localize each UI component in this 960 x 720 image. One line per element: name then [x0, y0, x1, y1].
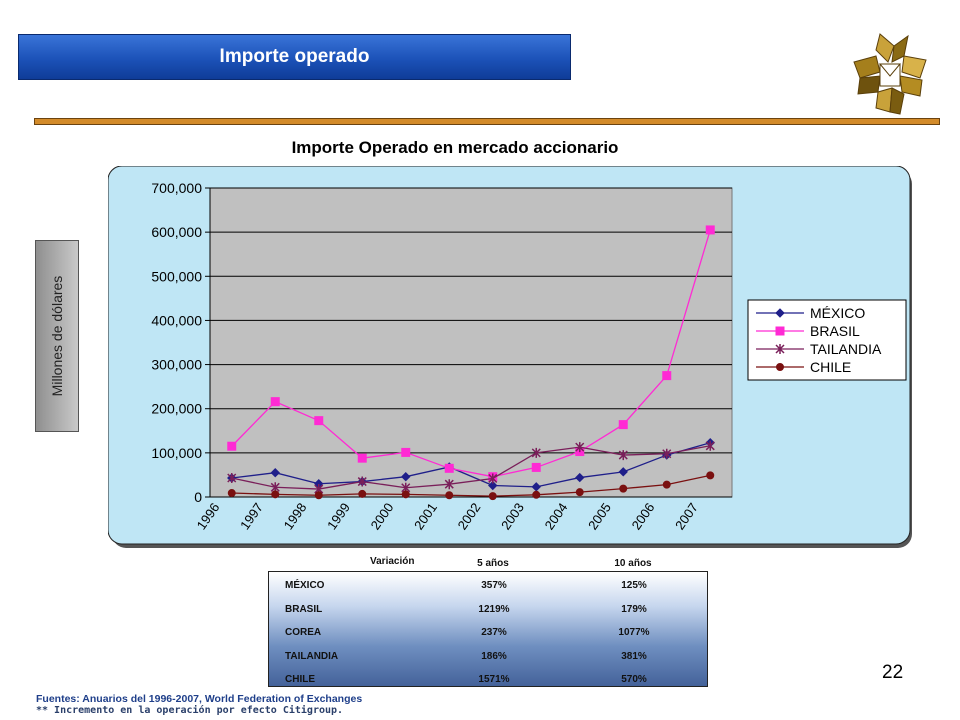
- data-point: [618, 450, 628, 461]
- row-name: TAILANDIA: [285, 651, 339, 662]
- y-tick-label: 400,000: [151, 312, 202, 328]
- row-five-year: 1571%: [478, 674, 510, 685]
- data-point: [271, 490, 280, 499]
- data-point: [357, 476, 367, 487]
- data-point: [619, 484, 628, 493]
- data-point: [488, 473, 498, 484]
- data-point: [531, 447, 541, 458]
- legend-label: CHILE: [810, 359, 851, 375]
- y-tick-label: 200,000: [151, 401, 202, 417]
- legend-label: TAILANDIA: [810, 341, 882, 357]
- y-tick-label: 500,000: [151, 268, 202, 284]
- page-number: 22: [882, 662, 904, 683]
- y-tick-label: 0: [194, 489, 202, 505]
- data-point: [444, 463, 454, 473]
- series-line: [231, 445, 711, 490]
- data-point: [705, 440, 715, 451]
- data-point: [270, 468, 280, 478]
- row-ten-year: 570%: [621, 674, 647, 685]
- row-ten-year: 381%: [621, 651, 647, 662]
- chart-title: Importe Operado en mercado accionario: [291, 138, 619, 157]
- data-point: [401, 471, 411, 482]
- row-ten-year: 1077%: [618, 627, 650, 638]
- plot-area: [209, 187, 733, 498]
- ten-year-header: 10 años: [614, 558, 652, 569]
- data-point: [227, 489, 236, 498]
- legend-marker: [775, 344, 785, 354]
- data-point: [575, 488, 584, 497]
- row-name: MÉXICO: [285, 580, 325, 591]
- data-point: [706, 471, 715, 480]
- series-line: [231, 229, 711, 478]
- row-five-year: 186%: [481, 651, 507, 662]
- legend-marker: [775, 326, 785, 336]
- row-five-year: 237%: [481, 627, 507, 638]
- footer-notes: Fuentes: Anuarios del 1996-2007, World F…: [36, 693, 363, 717]
- header-divider: [34, 118, 940, 125]
- variation-table: MÉXICO 357% 125% BRASIL 1219% 179% COREA…: [268, 571, 708, 687]
- data-point: [662, 480, 671, 489]
- y-tick-label: 600,000: [151, 224, 202, 240]
- data-point: [705, 225, 715, 235]
- row-five-year: 357%: [481, 580, 507, 591]
- data-point: [662, 448, 672, 459]
- data-point: [314, 416, 324, 426]
- data-point: [444, 479, 454, 490]
- logo-icon: [853, 33, 927, 115]
- footer-source: Fuentes: Anuarios del 1996-2007, World F…: [36, 693, 363, 705]
- data-point: [531, 462, 541, 472]
- y-tick-label: 100,000: [151, 445, 202, 461]
- table-row: BRASIL 1219% 179%: [269, 599, 707, 623]
- data-point: [445, 491, 454, 500]
- footer-note: ** Incremento en la operación por efecto…: [36, 705, 344, 716]
- five-year-header: 5 años: [477, 558, 509, 569]
- table-row: COREA 237% 1077%: [269, 622, 707, 646]
- data-point: [314, 491, 323, 500]
- legend-marker: [775, 308, 785, 318]
- data-point: [575, 472, 585, 483]
- series-line: [231, 474, 711, 497]
- y-axis-label: Millones de dólares: [49, 275, 65, 397]
- row-name: COREA: [285, 627, 322, 638]
- data-point: [358, 489, 367, 498]
- table-row: TAILANDIA 186% 381%: [269, 646, 707, 670]
- variation-header: Variación: [370, 556, 415, 567]
- data-point: [662, 371, 672, 381]
- data-point: [618, 420, 628, 430]
- data-point: [488, 480, 498, 491]
- data-point: [270, 397, 280, 407]
- y-tick-label: 300,000: [151, 357, 202, 373]
- series-line: [231, 442, 711, 488]
- row-ten-year: 179%: [621, 604, 647, 615]
- data-point: [227, 441, 237, 451]
- row-name: CHILE: [285, 674, 315, 685]
- legend-marker: [776, 363, 784, 371]
- y-tick-label: 700,000: [151, 180, 202, 196]
- data-point: [401, 447, 411, 457]
- y-axis-label-box: Millones de dólares: [35, 240, 79, 432]
- row-five-year: 1219%: [478, 604, 510, 615]
- legend-label: BRASIL: [810, 323, 860, 339]
- row-name: BRASIL: [285, 604, 323, 615]
- page-title: Importe operado: [219, 46, 370, 67]
- data-point: [227, 473, 237, 484]
- data-point: [532, 490, 541, 499]
- data-point: [575, 442, 585, 453]
- legend-label: MÉXICO: [810, 305, 865, 321]
- data-point: [357, 453, 367, 463]
- line-chart: 0 100,000 200,000 300,000 400,000 500,000 600,…: [108, 166, 912, 548]
- page-title-banner: Importe operado: [18, 34, 571, 80]
- table-row: CHILE 1571% 570%: [269, 669, 707, 693]
- table-row: MÉXICO 357% 125%: [269, 575, 707, 599]
- data-point: [401, 490, 410, 499]
- row-ten-year: 125%: [621, 580, 647, 591]
- data-point: [618, 467, 628, 477]
- data-point: [488, 492, 497, 501]
